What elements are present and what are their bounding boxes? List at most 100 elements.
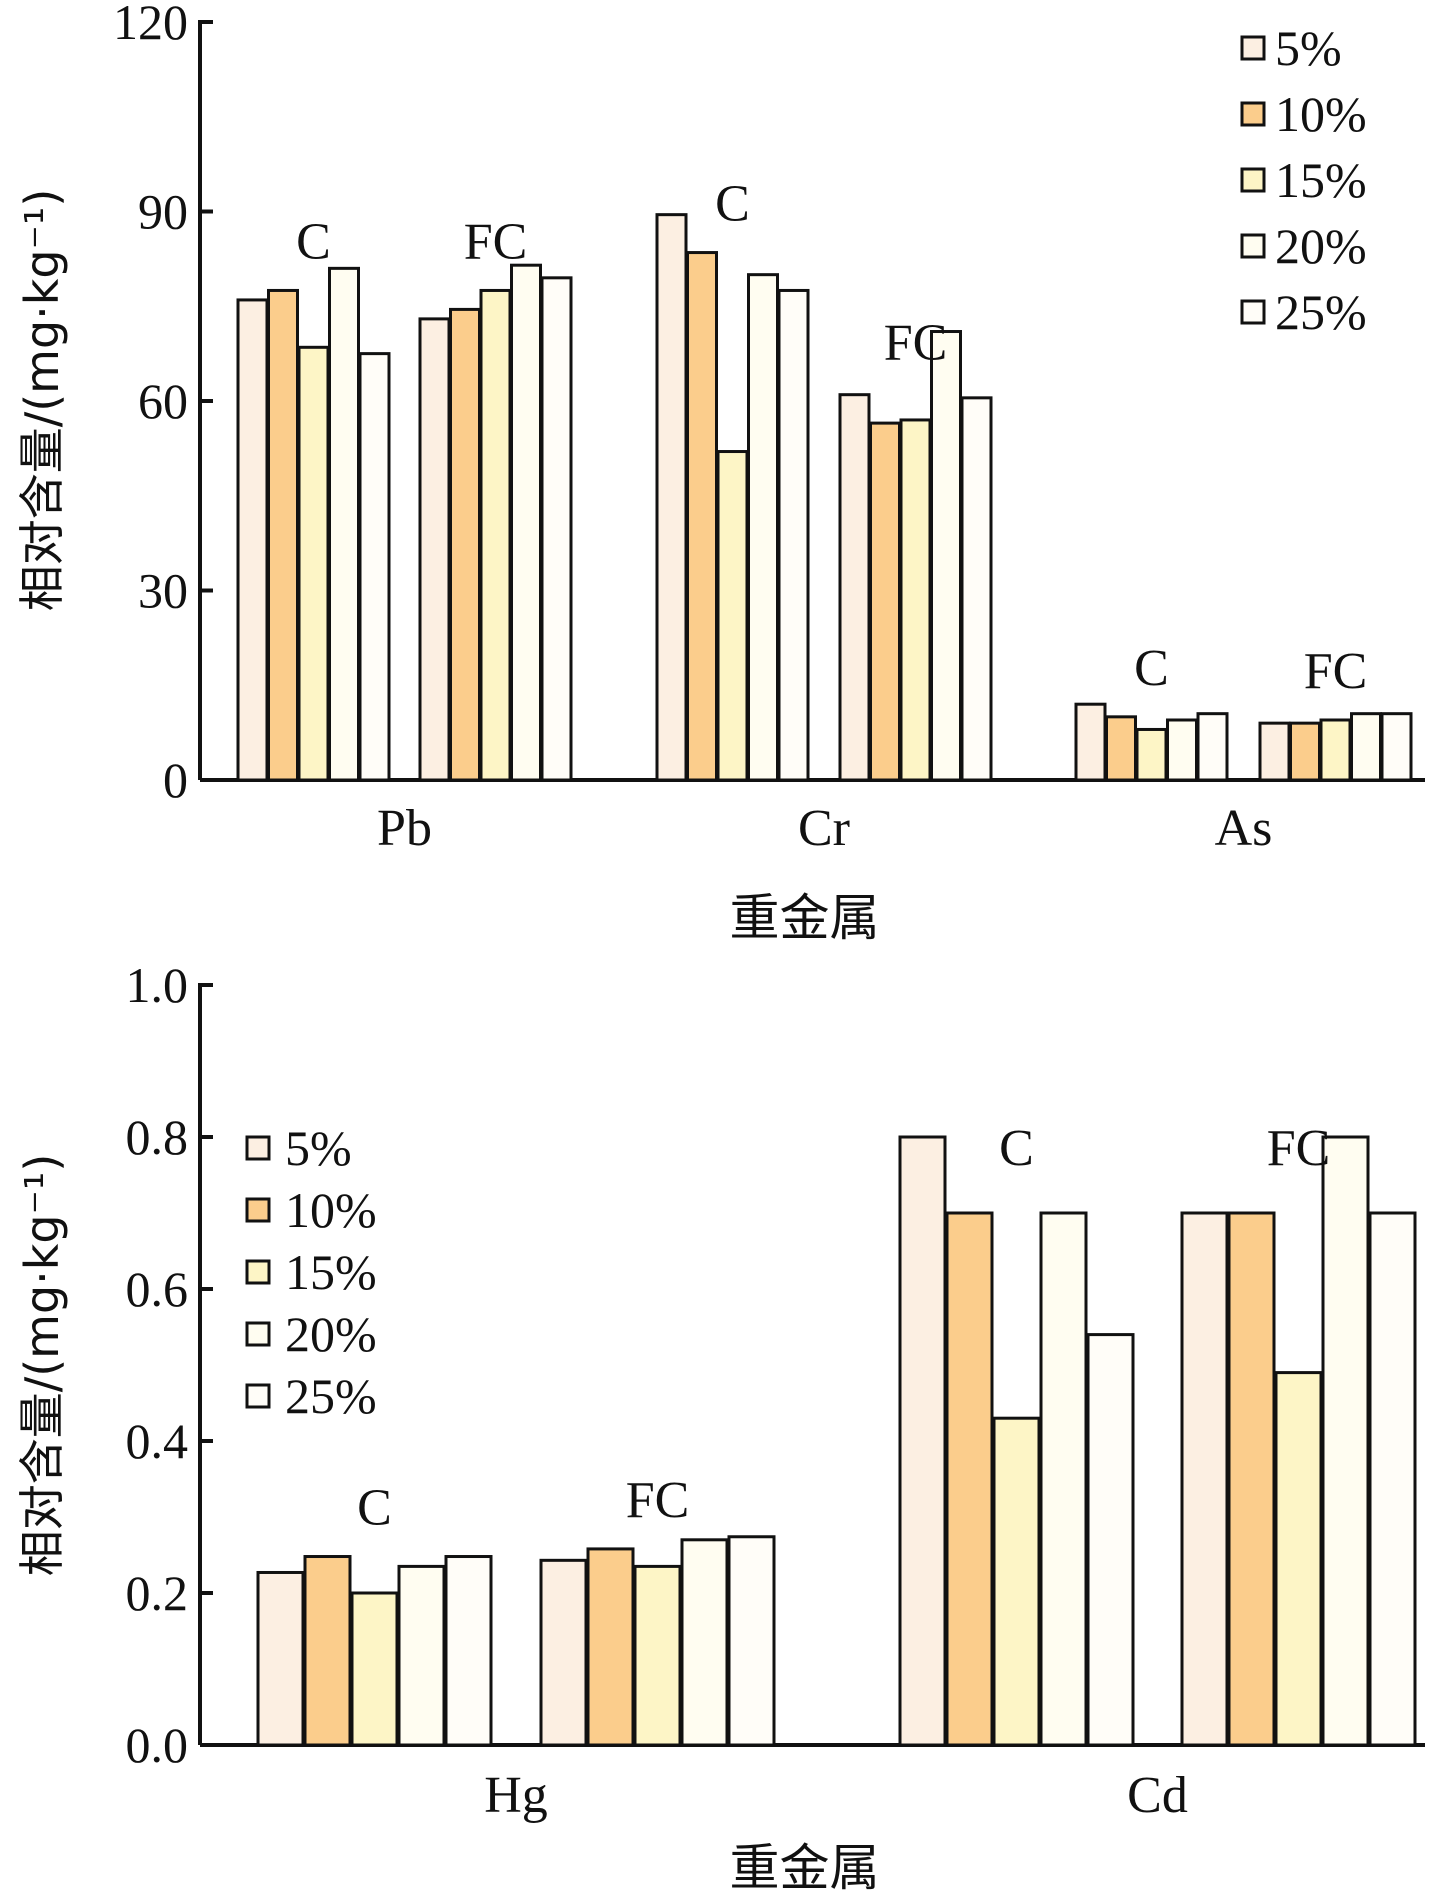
legend-swatch [245,1259,271,1285]
legend-label: 20% [285,1306,377,1362]
group-label: C [296,213,331,270]
y-tick-label: 0.0 [126,1717,189,1773]
group-label: FC [1267,1120,1331,1177]
group-label: FC [626,1472,690,1529]
bar-hg-fc-5% [539,1558,588,1747]
category-label: Pb [377,800,432,857]
chart-top: 0 30 60 90 120 相对含量/(mg·kg⁻¹) C FC Pb C FC Cr C FC As 重… [15,0,1425,947]
bar-pb-fc-25% [540,276,573,782]
bar-hg-c-25% [444,1555,493,1747]
y-tick-label: 90 [138,184,188,240]
bar-cd-fc-5% [1180,1211,1229,1747]
category-label: Cd [1127,1767,1188,1824]
bar-as-fc-10% [1289,721,1321,782]
group-label: FC [1304,643,1368,700]
bar-as-c-15% [1135,727,1168,782]
bar-cr-c-15% [716,450,749,782]
y-tick-label: 0.8 [126,1109,189,1165]
category-label: Cr [798,800,850,857]
legend-swatch [1240,35,1266,61]
legend: 5% 10% 15% 20% 25% [1240,20,1367,340]
bar-hg-fc-25% [727,1535,776,1747]
y-tick-label: 0.2 [126,1565,189,1621]
chart-bottom: 0.0 0.2 0.4 0.6 0.8 1.0 相对含量/(mg·kg⁻¹) C FC Hg C FC… [15,957,1425,1890]
bar-cd-c-5% [898,1135,947,1747]
bar-pb-c-10% [267,288,299,782]
bar-as-c-25% [1196,712,1229,782]
group-label: FC [884,315,948,372]
bar-hg-c-5% [256,1570,305,1747]
bar-as-fc-5% [1258,721,1291,782]
legend-swatch [1240,299,1266,325]
bar-pb-fc-20% [510,263,542,782]
bar-cd-fc-20% [1321,1135,1370,1747]
bar-cr-c-5% [655,213,688,782]
bar-cr-c-20% [747,273,779,782]
bar-cr-fc-20% [930,330,962,782]
legend-label: 10% [285,1182,377,1238]
x-axis-title: 重金属 [730,889,880,947]
y-tick-label: 60 [138,373,188,429]
bar-cr-fc-15% [899,418,932,782]
group-label: C [1134,640,1169,697]
legend-label: 5% [1275,20,1342,76]
legend-label: 20% [1275,218,1367,274]
bar-as-fc-20% [1350,712,1382,782]
bar-as-c-10% [1105,715,1137,782]
bar-pb-fc-5% [418,317,451,782]
group-label: C [357,1480,392,1537]
bar-cr-fc-10% [869,421,901,782]
bar-as-c-5% [1074,702,1107,782]
bar-pb-c-5% [236,298,269,782]
y-tick-label: 0.4 [126,1413,189,1469]
legend-label: 10% [1275,86,1367,142]
bar-hg-c-10% [303,1555,352,1747]
bar-cr-fc-5% [838,393,871,782]
legend-label: 15% [285,1244,377,1300]
bar-cd-fc-10% [1227,1211,1276,1747]
bar-pb-fc-10% [449,307,481,782]
bar-cr-c-10% [686,251,718,782]
legend-label: 5% [285,1120,352,1176]
bar-hg-c-15% [350,1591,399,1747]
bar-pb-c-15% [297,345,330,782]
category-label: As [1215,800,1273,857]
bar-cd-fc-25% [1368,1211,1417,1747]
legend: 5% 10% 15% 20% 25% [245,1120,377,1424]
bar-as-fc-15% [1319,718,1352,782]
bar-hg-fc-15% [633,1564,682,1747]
y-axis-title: 相对含量/(mg·kg⁻¹) [15,189,69,612]
bar-as-fc-25% [1380,712,1413,782]
y-tick-label: 0 [163,752,188,808]
y-tick-label: 0.6 [126,1261,189,1317]
legend-swatch [1240,101,1266,127]
bar-hg-c-20% [397,1564,446,1747]
legend-label: 25% [285,1368,377,1424]
legend-swatch [245,1321,271,1347]
bar-pb-fc-15% [479,288,512,782]
y-axis-title: 相对含量/(mg·kg⁻¹) [15,1154,69,1577]
legend-label: 15% [1275,152,1367,208]
bar-as-c-20% [1166,718,1198,782]
group-label: FC [464,213,528,270]
y-tick-label: 30 [138,563,188,619]
x-axis-title: 重金属 [730,1839,880,1890]
bar-cd-c-20% [1039,1211,1088,1747]
legend-label: 25% [1275,284,1367,340]
bar-cd-c-10% [945,1211,994,1747]
legend-swatch [245,1383,271,1409]
bar-cd-fc-15% [1274,1371,1323,1747]
bar-cr-fc-25% [960,396,993,782]
bar-hg-fc-20% [680,1538,729,1747]
legend-swatch [245,1135,271,1161]
bar-cr-c-25% [777,288,810,782]
y-tick-label: 1.0 [126,957,189,1013]
bar-pb-c-25% [358,352,391,782]
bar-pb-c-20% [328,266,360,782]
y-tick-label: 120 [113,0,188,50]
category-label: Hg [484,1767,548,1824]
bar-cd-c-25% [1086,1333,1135,1747]
legend-swatch [1240,233,1266,259]
bar-cd-c-15% [992,1416,1041,1747]
